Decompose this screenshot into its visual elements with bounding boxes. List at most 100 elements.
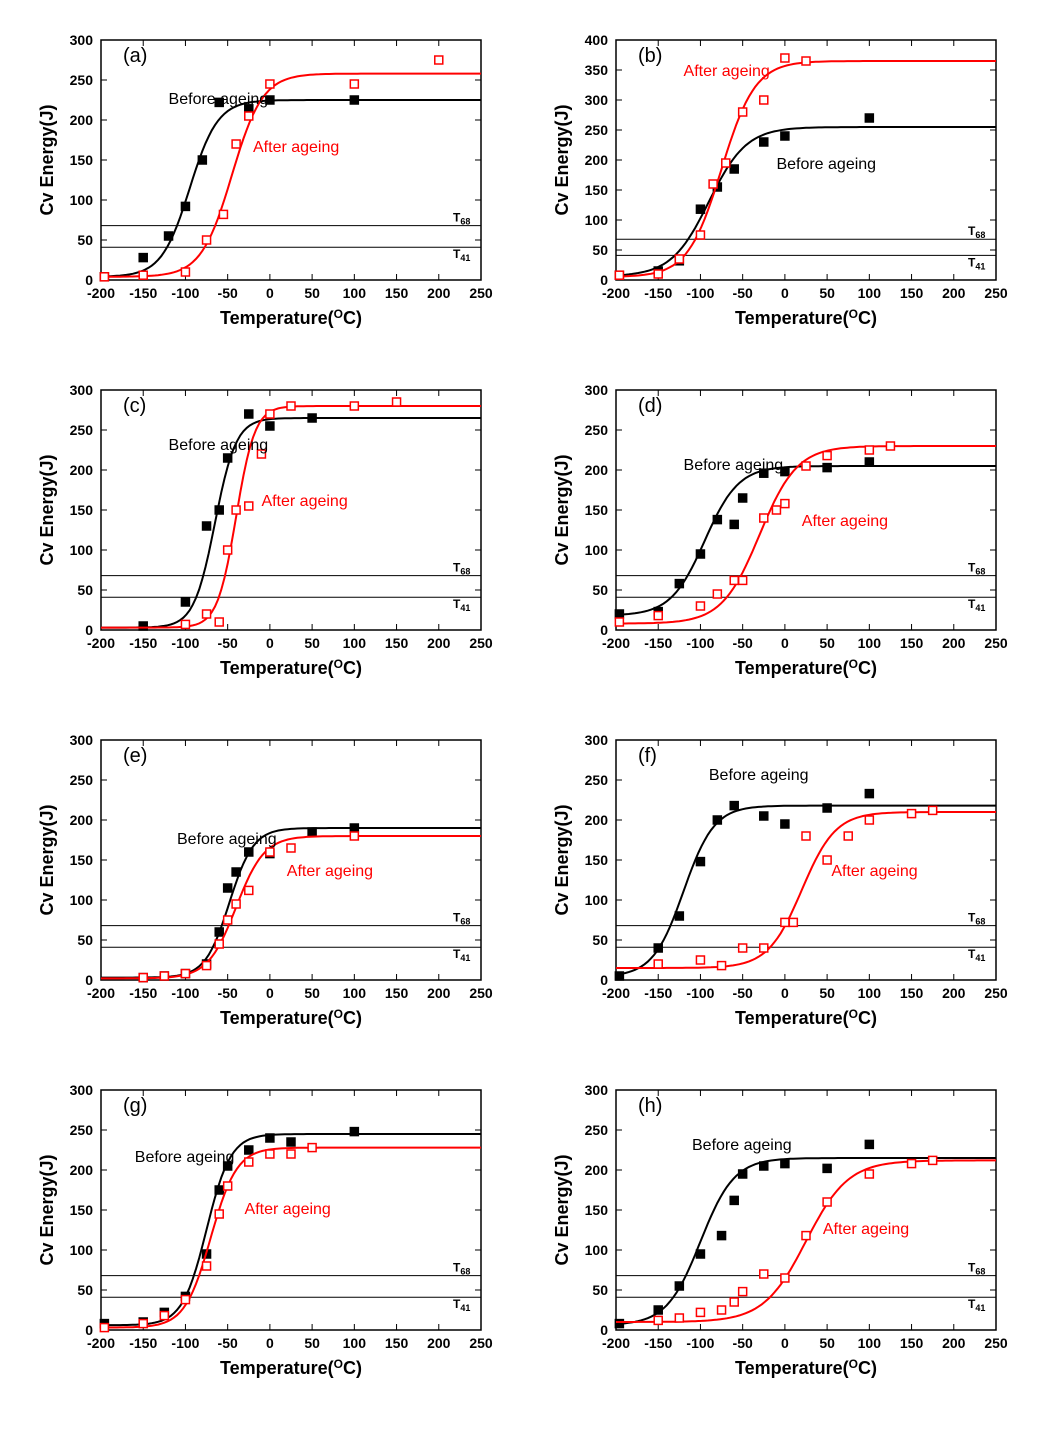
marker-after [823, 1198, 831, 1206]
marker-after [215, 940, 223, 948]
marker-after [696, 956, 704, 964]
svg-text:0: 0 [266, 985, 274, 1001]
svg-text:-150: -150 [129, 635, 157, 651]
marker-after [789, 918, 797, 926]
marker-after [654, 270, 662, 278]
marker-after [245, 886, 253, 894]
marker-after [802, 1232, 810, 1240]
marker-before [245, 848, 253, 856]
marker-after [203, 610, 211, 618]
y-axis-label: Cv Energy(J) [552, 804, 572, 915]
svg-text:-100: -100 [686, 285, 714, 301]
marker-after [203, 962, 211, 970]
marker-after [781, 1274, 789, 1282]
marker-after [654, 612, 662, 620]
marker-before [823, 804, 831, 812]
svg-text:50: 50 [77, 932, 93, 948]
svg-text:100: 100 [70, 192, 94, 208]
marker-before [198, 156, 206, 164]
marker-after [823, 452, 831, 460]
marker-after [308, 1144, 316, 1152]
marker-after [287, 1150, 295, 1158]
marker-after [739, 108, 747, 116]
marker-before [245, 1146, 253, 1154]
svg-text:-150: -150 [129, 285, 157, 301]
marker-after [844, 832, 852, 840]
marker-after [718, 1306, 726, 1314]
marker-before [181, 202, 189, 210]
marker-after [696, 231, 704, 239]
marker-after [232, 140, 240, 148]
legend-after: After ageing [287, 863, 373, 880]
x-axis-label: Temperature(OC) [735, 307, 877, 328]
legend-before: Before ageing [776, 156, 876, 173]
svg-text:150: 150 [70, 852, 94, 868]
y-axis-label: Cv Energy(J) [552, 104, 572, 215]
marker-after [100, 1324, 108, 1332]
svg-text:100: 100 [858, 285, 882, 301]
marker-after [865, 816, 873, 824]
marker-before [781, 1160, 789, 1168]
marker-after [160, 972, 168, 980]
panel: -200-150-100-500501001502002500501001502… [546, 20, 1031, 350]
x-axis-label: Temperature(OC) [735, 1357, 877, 1378]
svg-text:100: 100 [70, 892, 94, 908]
svg-text:50: 50 [819, 985, 835, 1001]
svg-text:-150: -150 [644, 1335, 672, 1351]
y-axis-label: Cv Energy(J) [37, 804, 57, 915]
svg-text:-150: -150 [129, 985, 157, 1001]
y-axis-label: Cv Energy(J) [37, 1154, 57, 1265]
marker-after [224, 916, 232, 924]
marker-after [435, 56, 443, 64]
marker-after [181, 970, 189, 978]
marker-before [760, 812, 768, 820]
svg-text:150: 150 [385, 1335, 409, 1351]
chart-panel: -200-150-100-500501001502002500501001502… [546, 1070, 1026, 1400]
svg-text:150: 150 [70, 1202, 94, 1218]
svg-text:200: 200 [427, 285, 451, 301]
marker-before [308, 828, 316, 836]
marker-after [203, 1262, 211, 1270]
marker-after [393, 398, 401, 406]
svg-text:0: 0 [85, 272, 93, 288]
marker-after [713, 590, 721, 598]
marker-before [215, 1186, 223, 1194]
svg-text:0: 0 [600, 972, 608, 988]
chart-panel: -200-150-100-500501001502002500501001502… [31, 1070, 511, 1400]
marker-after [160, 1312, 168, 1320]
svg-text:50: 50 [304, 285, 320, 301]
panel: -200-150-100-500501001502002500501001502… [546, 1070, 1031, 1400]
svg-text:50: 50 [304, 635, 320, 651]
marker-after [224, 1182, 232, 1190]
marker-before [696, 550, 704, 558]
svg-text:250: 250 [469, 985, 493, 1001]
marker-before [696, 1250, 704, 1258]
svg-text:200: 200 [70, 812, 94, 828]
marker-before [615, 972, 623, 980]
svg-text:200: 200 [70, 462, 94, 478]
marker-after [139, 1320, 147, 1328]
marker-after [139, 974, 147, 982]
marker-before [245, 410, 253, 418]
panel: -200-150-100-500501001502002500501001502… [546, 370, 1031, 700]
marker-after [696, 1308, 704, 1316]
svg-text:100: 100 [70, 542, 94, 558]
svg-text:100: 100 [585, 542, 609, 558]
svg-text:50: 50 [592, 932, 608, 948]
marker-after [781, 54, 789, 62]
svg-text:250: 250 [585, 422, 609, 438]
svg-text:150: 150 [900, 635, 924, 651]
x-axis-label: Temperature(OC) [220, 657, 362, 678]
svg-text:150: 150 [900, 285, 924, 301]
svg-text:0: 0 [781, 635, 789, 651]
marker-after [760, 96, 768, 104]
svg-text:50: 50 [77, 582, 93, 598]
marker-after [760, 1270, 768, 1278]
legend-after: After ageing [823, 1221, 909, 1238]
marker-after [823, 856, 831, 864]
x-axis-label: Temperature(OC) [220, 307, 362, 328]
svg-text:100: 100 [343, 635, 367, 651]
marker-after [232, 900, 240, 908]
svg-text:0: 0 [781, 1335, 789, 1351]
marker-after [675, 1314, 683, 1322]
